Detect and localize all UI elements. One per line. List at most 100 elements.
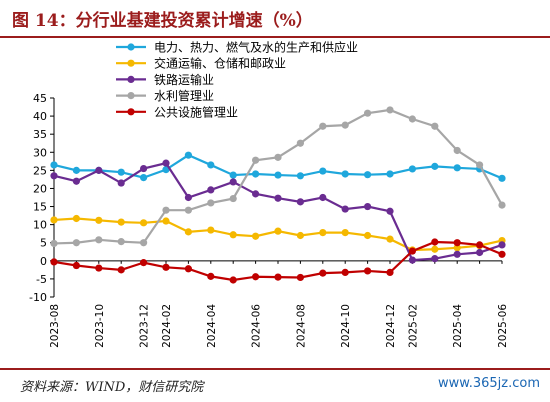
- data-point: [341, 228, 349, 237]
- legend-item: 水利管理业: [116, 88, 214, 103]
- data-point: [229, 171, 237, 179]
- data-point: [296, 139, 304, 147]
- data-point: [498, 250, 506, 258]
- data-point: [162, 206, 170, 214]
- data-point: [498, 201, 506, 209]
- x-tick-label: 2023-08: [49, 304, 61, 348]
- data-point: [431, 162, 439, 170]
- x-tick-label: 2024-10: [340, 304, 352, 348]
- data-point: [319, 269, 327, 277]
- data-point: [274, 227, 282, 235]
- data-point: [408, 256, 416, 264]
- data-point: [431, 122, 439, 130]
- data-point: [72, 261, 80, 270]
- legend-label: 水利管理业: [154, 88, 214, 103]
- legend-label: 铁路运输业: [154, 72, 214, 87]
- data-point: [408, 115, 416, 123]
- legend-label: 交通运输、仓储和邮政业: [154, 56, 286, 71]
- data-point: [319, 228, 327, 237]
- data-point: [140, 219, 148, 227]
- series-4: [50, 238, 506, 284]
- data-point: [117, 238, 125, 246]
- series-3: [50, 106, 506, 248]
- data-point: [252, 156, 260, 164]
- data-point: [453, 239, 461, 247]
- data-point: [364, 171, 372, 179]
- legend-item: 铁路运输业: [116, 72, 214, 87]
- data-point: [252, 232, 260, 240]
- x-tick-label: 2025-06: [497, 304, 509, 348]
- data-point: [95, 166, 103, 174]
- chart-axes: -10 -5 0 5 10 15 20 25 30 35 40 45 2023-08 2023-10 202…: [29, 92, 509, 348]
- data-point: [431, 245, 439, 253]
- data-point: [72, 239, 80, 247]
- data-point: [117, 218, 125, 226]
- data-point: [341, 268, 349, 276]
- x-tick-label: 2024-04: [206, 304, 218, 348]
- data-point: [140, 259, 148, 267]
- legend-item: 电力、热力、燃气及水的生产和供应业: [116, 40, 358, 55]
- data-point: [95, 264, 103, 272]
- data-point: [431, 255, 439, 263]
- series-0: [50, 151, 506, 182]
- y-tick-label: 10: [33, 219, 47, 232]
- y-tick-label: 20: [33, 182, 47, 195]
- data-point: [207, 226, 215, 234]
- data-point: [50, 172, 58, 180]
- data-point: [364, 202, 372, 211]
- data-point: [207, 199, 215, 207]
- page-title: 图 14：分行业基建投资累计增速（%）: [12, 11, 313, 31]
- data-point: [341, 170, 349, 178]
- data-point: [162, 217, 170, 225]
- data-point: [296, 172, 304, 180]
- data-point: [184, 193, 192, 202]
- data-point: [319, 122, 327, 130]
- legend-swatch-marker: [127, 92, 135, 100]
- x-tick-label: 2024-02: [161, 304, 173, 348]
- legend-item: 公共设施管理业: [116, 104, 238, 119]
- data-point: [162, 263, 170, 271]
- data-point: [117, 168, 125, 176]
- y-tick-label: 30: [33, 146, 47, 159]
- data-point: [386, 106, 394, 114]
- data-point: [184, 228, 192, 236]
- data-point: [453, 146, 461, 155]
- data-point: [341, 121, 349, 129]
- data-point: [207, 272, 215, 280]
- data-point: [408, 247, 416, 255]
- data-point: [50, 258, 58, 266]
- data-point: [50, 239, 58, 248]
- source-note: 资料来源：WIND，财信研究院: [20, 380, 204, 395]
- chart-legend: 电力、热力、燃气及水的生产和供应业交通运输、仓储和邮政业铁路运输业水利管理业公共…: [116, 40, 358, 119]
- data-point: [184, 206, 192, 214]
- data-point: [319, 167, 327, 175]
- data-point: [386, 235, 394, 243]
- data-point: [184, 151, 192, 159]
- series-1: [50, 214, 506, 254]
- footer-divider: [0, 368, 550, 370]
- data-point: [229, 276, 237, 284]
- legend-swatch-marker: [127, 43, 135, 51]
- x-tick-label: 2025-02: [407, 304, 419, 348]
- y-tick-label: 5: [40, 237, 47, 250]
- y-tick-label: 35: [33, 128, 47, 141]
- data-point: [386, 207, 394, 215]
- data-point: [476, 241, 484, 249]
- x-tick-label: 2023-10: [94, 304, 106, 348]
- data-point: [252, 170, 260, 178]
- y-tick-label: 0: [40, 255, 47, 268]
- data-point: [162, 159, 170, 167]
- data-point: [296, 273, 304, 282]
- data-point: [296, 231, 304, 240]
- legend-swatch-marker: [127, 108, 135, 116]
- data-point: [453, 244, 461, 252]
- data-point: [72, 177, 80, 185]
- x-tick-label: 2024-12: [385, 304, 397, 348]
- x-tick-label: 2024-08: [295, 304, 307, 348]
- data-point: [207, 186, 215, 194]
- data-point: [296, 198, 304, 206]
- data-point: [252, 190, 260, 198]
- series-2: [50, 159, 506, 264]
- x-tick-label: 2025-04: [452, 304, 464, 348]
- y-tick-label: 45: [33, 92, 47, 105]
